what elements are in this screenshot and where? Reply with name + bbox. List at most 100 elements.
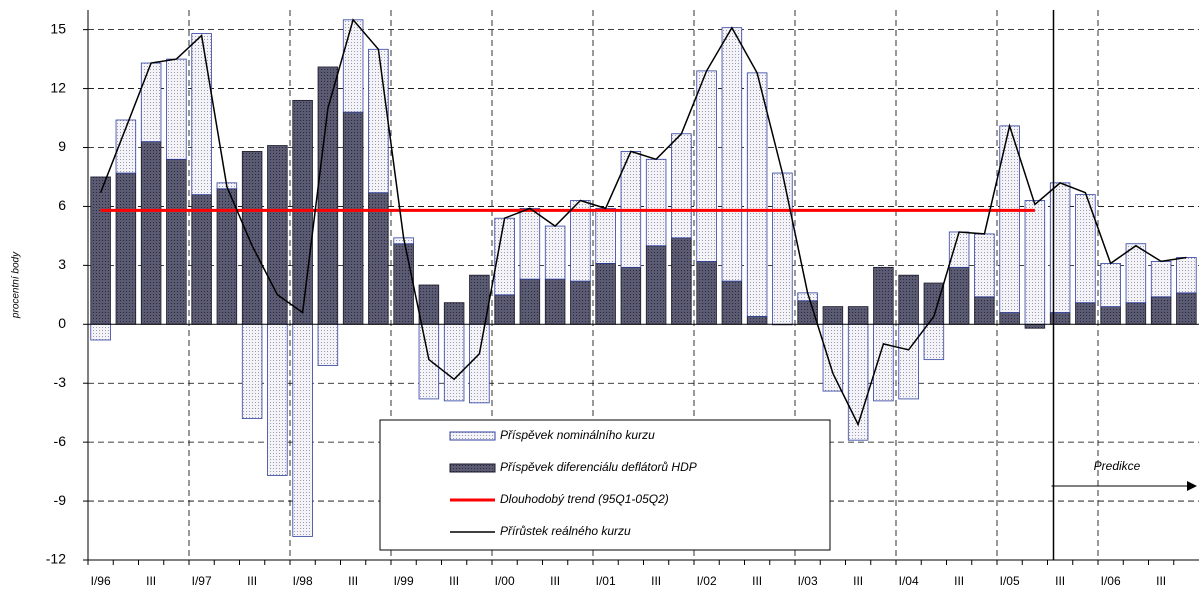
legend-swatch (449, 431, 496, 441)
bar (90, 323, 111, 341)
x-tick-label: III (651, 574, 661, 588)
bar (443, 323, 465, 402)
x-tick-label: I/02 (697, 574, 717, 588)
x-tick-label: I/05 (1000, 574, 1020, 588)
bar (645, 245, 667, 325)
x-tick-label: III (1055, 574, 1065, 588)
bar (191, 33, 212, 196)
bar (721, 27, 743, 282)
y-tick-label: 0 (58, 315, 66, 331)
bar (393, 243, 414, 325)
x-tick-label: III (853, 574, 863, 588)
x-tick-label: I/97 (192, 574, 212, 588)
x-tick-label: I/06 (1101, 574, 1121, 588)
bar (166, 158, 187, 325)
x-tick-label: III (146, 574, 156, 588)
bar (544, 278, 566, 325)
line (99, 18, 1187, 427)
bar (1150, 296, 1172, 325)
x-tick-label: III (348, 574, 358, 588)
bar (772, 172, 793, 325)
bar (948, 231, 970, 268)
legend-label: Dlouhodobý trend (95Q1-05Q2) (500, 492, 669, 506)
bar (1100, 306, 1121, 325)
bar (1150, 261, 1172, 298)
bar (368, 192, 389, 325)
bar (368, 48, 389, 194)
bar (1125, 302, 1147, 325)
bar (317, 323, 339, 366)
bar (1075, 302, 1096, 325)
bar (923, 282, 945, 325)
legend-box (379, 419, 831, 551)
bar (746, 72, 768, 317)
bar (241, 323, 263, 419)
bar (696, 70, 717, 262)
x-tick-label: III (449, 574, 459, 588)
bar (418, 323, 440, 400)
bar (267, 323, 288, 476)
bar (873, 266, 894, 325)
x-tick-label: III (550, 574, 560, 588)
bar (342, 19, 364, 113)
bar (544, 225, 566, 280)
bar (645, 158, 667, 247)
bar (671, 133, 692, 239)
bar (292, 99, 313, 325)
x-tick-label: I/03 (798, 574, 818, 588)
bar (140, 141, 162, 325)
bar (999, 312, 1020, 325)
x-tick-label: I/98 (293, 574, 313, 588)
bar (519, 207, 541, 280)
legend-swatch (449, 463, 496, 473)
bar (1125, 243, 1147, 304)
bar (721, 280, 743, 325)
y-tick-label: 15 (50, 20, 66, 36)
bar (191, 194, 212, 325)
bar (1024, 200, 1046, 325)
bar (469, 323, 490, 404)
bar (267, 145, 288, 325)
x-tick-label: III (247, 574, 257, 588)
x-tick-label: III (1156, 574, 1166, 588)
bar (241, 151, 263, 325)
x-tick-label: III (752, 574, 762, 588)
bar (873, 323, 894, 402)
x-tick-label: I/01 (596, 574, 616, 588)
bar (822, 306, 844, 325)
legend-label: Příspěvek nominálního kurzu (500, 428, 655, 442)
bar (115, 119, 137, 174)
bar (948, 266, 970, 325)
x-tick-label: I/96 (91, 574, 111, 588)
bar (1100, 262, 1121, 308)
y-tick-label: 12 (50, 79, 66, 95)
bar (342, 111, 364, 325)
bar (570, 200, 591, 282)
y-tick-label: 3 (58, 256, 66, 272)
bar (519, 278, 541, 325)
bar (166, 58, 187, 160)
bar (898, 274, 919, 325)
bar (847, 306, 869, 325)
bar (292, 323, 313, 537)
bar (923, 323, 945, 361)
annotation: Predikce (1094, 459, 1141, 473)
bar (620, 266, 642, 325)
y-tick-label: 6 (58, 197, 66, 213)
y-tick-label: -6 (54, 433, 67, 449)
bar (494, 294, 515, 325)
y-tick-label: -12 (46, 551, 66, 567)
x-tick-label: I/00 (495, 574, 515, 588)
y-axis-label: procentní body (11, 251, 22, 319)
bar (974, 296, 995, 325)
bar (595, 207, 616, 264)
bar (418, 284, 440, 325)
bar (1024, 323, 1046, 329)
y-tick-label: -3 (54, 374, 67, 390)
x-tick-label: I/99 (394, 574, 414, 588)
x-tick-label: I/04 (899, 574, 919, 588)
bar (1176, 292, 1197, 325)
bar (1176, 257, 1197, 294)
bar (671, 237, 692, 325)
